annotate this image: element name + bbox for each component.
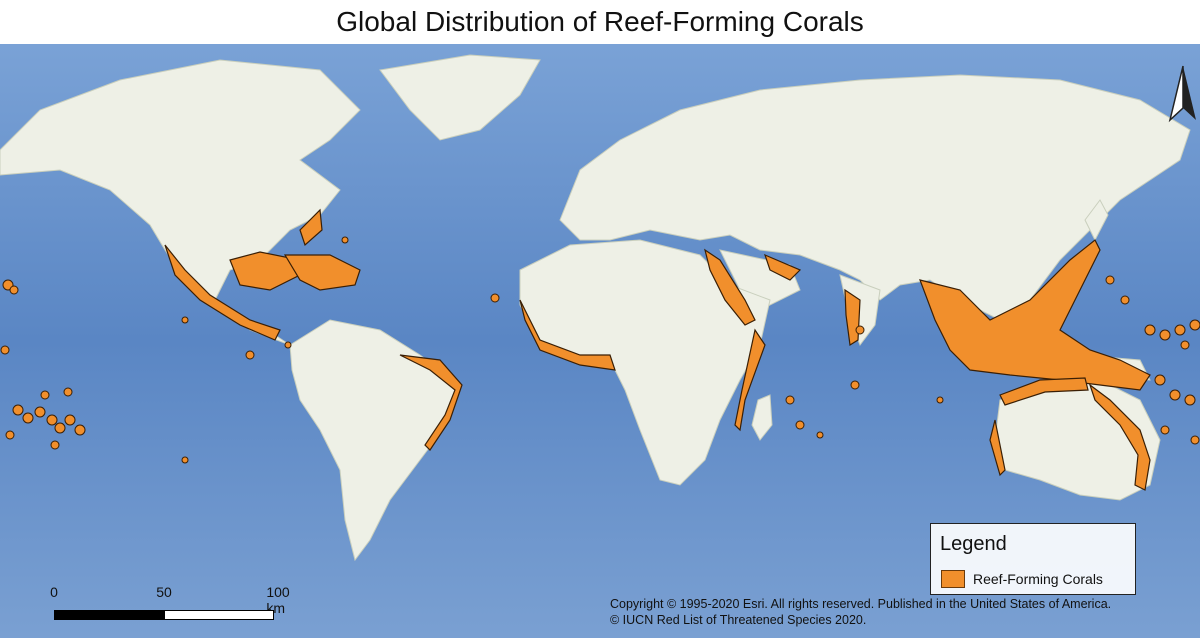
world-map[interactable] — [0, 44, 1200, 638]
japan — [1084, 199, 1109, 242]
coral-brazil — [399, 354, 463, 451]
basemap — [0, 44, 1200, 638]
attribution-line-esri: Copyright © 1995-2020 Esri. All rights r… — [610, 597, 1112, 611]
north-arrow-icon — [1168, 65, 1196, 123]
south-america — [289, 319, 461, 562]
attribution-line-iucn: © IUCN Red List of Threatened Species 20… — [610, 613, 867, 627]
madagascar — [751, 394, 773, 441]
legend-title: Legend — [940, 533, 1007, 555]
greenland — [379, 54, 541, 141]
coral-east-africa — [734, 328, 766, 432]
coral-florida — [299, 208, 323, 247]
attribution: Copyright © 1995-2020 Esri. All rights r… — [610, 596, 1111, 628]
north-america — [0, 59, 361, 346]
coral-west-africa — [519, 299, 616, 371]
coral-red-sea — [704, 248, 756, 326]
coral-caribbean — [283, 254, 361, 291]
north-arrow — [1168, 64, 1198, 124]
coral-pacific-mexico — [164, 244, 281, 341]
coral-persian-gulf — [764, 253, 802, 281]
coral-great-barrier-reef — [1088, 383, 1151, 491]
map-legend: Legend Reef-Forming Corals — [930, 523, 1136, 595]
scale-segment-white — [164, 610, 274, 620]
scale-segment-black — [54, 610, 164, 620]
scale-bar: 0 50 100 km — [46, 584, 290, 634]
legend-swatch-reef-corals — [941, 570, 965, 588]
map-title: Global Distribution of Reef-Forming Cora… — [336, 6, 864, 37]
coral-australia-west — [989, 419, 1006, 477]
coral-se-asia — [919, 239, 1151, 391]
scale-tick-50: 50 — [156, 584, 172, 600]
legend-label-reef-corals: Reef-Forming Corals — [973, 571, 1103, 587]
scale-tick-0: 0 — [50, 584, 58, 600]
coral-australia-north — [999, 377, 1089, 406]
coral-islands — [0, 236, 1200, 464]
